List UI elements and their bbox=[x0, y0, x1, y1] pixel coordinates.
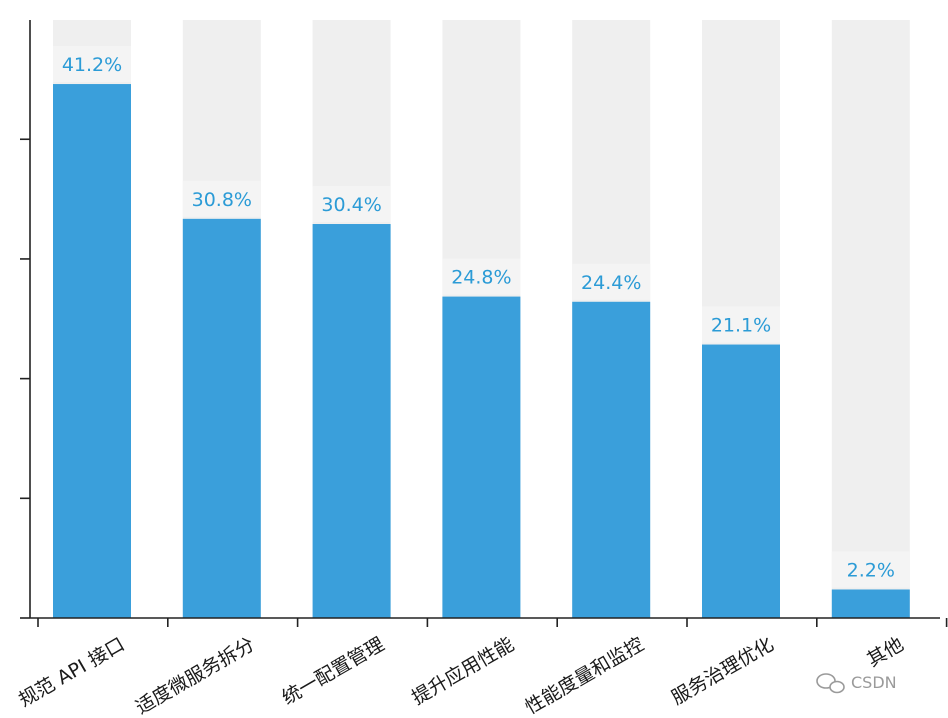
background-bar bbox=[831, 20, 910, 618]
value-label: 30.4% bbox=[321, 194, 381, 216]
bar bbox=[702, 344, 780, 618]
category-label: 适度微服务拆分 bbox=[132, 633, 258, 718]
category-labels: 规范 API 接口 适度微服务拆分 统一配置管理 提升应用性能 性能度量和监控 服务治理优… bbox=[15, 633, 907, 718]
value-label: 24.8% bbox=[451, 267, 511, 289]
value-label: 41.2% bbox=[62, 54, 122, 76]
value-label: 21.1% bbox=[711, 315, 771, 337]
axes bbox=[20, 20, 948, 627]
bar bbox=[442, 296, 521, 618]
category-label: 统一配置管理 bbox=[278, 633, 388, 709]
bar bbox=[53, 84, 131, 619]
value-label-band bbox=[572, 263, 651, 300]
wechat-icon bbox=[816, 673, 845, 694]
category-label: 服务治理优化 bbox=[668, 633, 778, 709]
value-label-band bbox=[702, 306, 780, 343]
bar bbox=[182, 218, 261, 618]
value-label-band bbox=[442, 258, 521, 295]
value-label-band bbox=[53, 46, 131, 83]
watermark: CSDN bbox=[816, 673, 897, 694]
bar bbox=[312, 224, 391, 619]
bars bbox=[53, 84, 910, 619]
value-labels: 41.2% 30.8% 30.4% 24.8% 24.4% 21.1% 2.2% bbox=[53, 46, 910, 588]
category-label: 其他 bbox=[863, 633, 907, 671]
value-label: 30.8% bbox=[192, 189, 252, 211]
value-label: 24.4% bbox=[581, 272, 641, 294]
bar bbox=[572, 301, 651, 618]
bar bbox=[831, 589, 910, 618]
category-label: 性能度量和监控 bbox=[522, 633, 648, 718]
category-label: 提升应用性能 bbox=[408, 633, 518, 709]
value-label-band bbox=[182, 180, 261, 217]
watermark-text: CSDN bbox=[851, 673, 897, 692]
category-label: 规范 API 接口 bbox=[15, 633, 128, 711]
value-label-band bbox=[831, 551, 910, 588]
value-label: 2.2% bbox=[847, 559, 895, 581]
value-label-band bbox=[312, 186, 391, 223]
